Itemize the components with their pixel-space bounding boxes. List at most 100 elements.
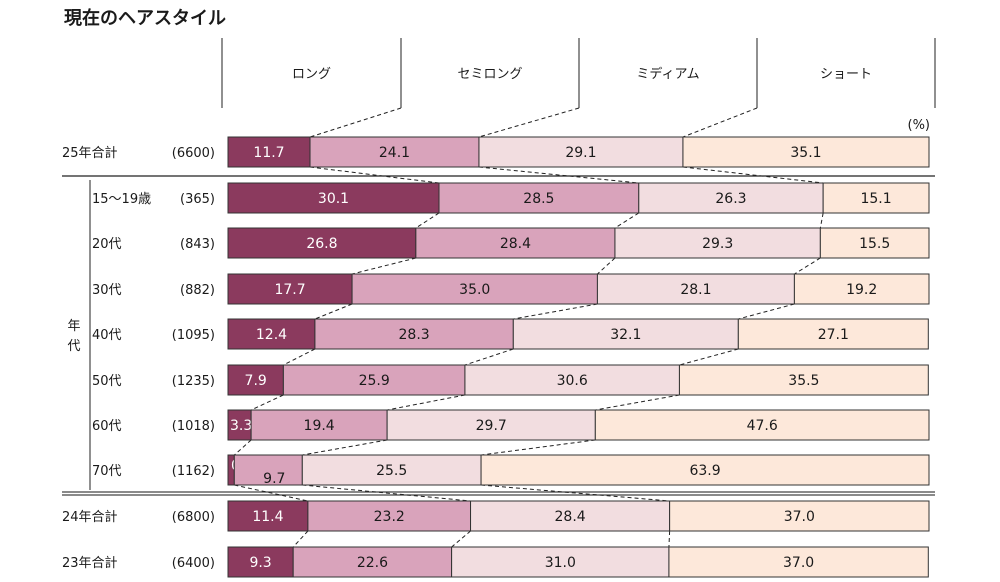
data-label: 37.0 [784, 509, 815, 525]
bar-segment-0 [227, 182, 440, 214]
bar-segment-3 [819, 227, 930, 259]
bar-segment-3 [678, 364, 929, 396]
row-sample-size: (1162) [172, 464, 215, 479]
bar-segment-3 [793, 273, 930, 305]
bar-segment-1 [314, 318, 514, 350]
data-label: 19.4 [304, 418, 335, 434]
data-label: 28.3 [399, 327, 430, 343]
row-connector [480, 439, 596, 456]
data-label: 7.9 [245, 373, 267, 389]
data-label: 47.6 [747, 418, 778, 434]
bar-segment-3 [737, 318, 929, 350]
bar-segment-0 [227, 136, 311, 168]
bar-segment-1 [250, 409, 388, 441]
row-sample-size: (882) [180, 283, 215, 298]
data-label: 11.7 [253, 145, 284, 161]
unit-label: (%) [908, 118, 931, 133]
bar-segment-0 [227, 500, 309, 532]
row-sample-size: (6600) [172, 146, 215, 161]
row-connector [794, 257, 821, 275]
data-label: 25.5 [376, 463, 407, 479]
data-label: 37.0 [783, 555, 814, 571]
bar-segment-3 [480, 454, 930, 486]
row-label: 20代 [92, 237, 122, 252]
row-sample-size: (1095) [172, 328, 215, 343]
legend-label-2: ミディアム [636, 66, 699, 82]
row-sample-size: (6800) [172, 510, 215, 525]
legend-label-0: ロング [292, 67, 331, 82]
bar-segment-3 [668, 546, 929, 578]
row-connector [451, 530, 471, 548]
row-connector [283, 348, 316, 366]
row-connector [314, 303, 353, 320]
row-sample-size: (1235) [172, 374, 215, 389]
row-connector [595, 394, 680, 411]
bar-segment-2 [596, 273, 795, 305]
group-label-char: 年 [67, 319, 80, 334]
data-label: 35.5 [788, 373, 819, 389]
legend-label-3: ショート [820, 67, 872, 82]
data-label: 35.0 [459, 282, 490, 298]
data-label: 28.4 [500, 236, 531, 252]
bar-segment-1 [351, 273, 598, 305]
row-connector [597, 257, 616, 275]
data-label: 12.4 [256, 327, 287, 343]
row-connector [233, 439, 252, 456]
bar-segment-1 [438, 182, 640, 214]
data-label: 3.3 [230, 418, 252, 434]
data-label: 28.1 [680, 282, 711, 298]
row-label: 15〜19歳 [92, 192, 151, 207]
row-label: 60代 [92, 419, 122, 434]
data-label: 28.4 [555, 509, 586, 525]
row-connector [302, 484, 471, 502]
row-label: 30代 [92, 283, 122, 298]
row-connector [513, 303, 598, 320]
data-label: 29.3 [702, 236, 733, 252]
data-label: 15.5 [859, 236, 890, 252]
data-label: 23.2 [374, 509, 405, 525]
bar-segment-1 [309, 136, 480, 168]
group-label-char: 代 [67, 339, 80, 354]
data-label: 27.1 [818, 327, 849, 343]
data-label: 15.1 [860, 191, 891, 207]
data-label: 19.2 [846, 282, 877, 298]
row-label: 70代 [92, 464, 122, 479]
bar-segment-0 [227, 546, 294, 578]
bar-segment-3 [594, 409, 930, 441]
legend-label-1: セミロング [457, 67, 522, 82]
row-sample-size: (365) [180, 192, 215, 207]
legend-connector [309, 107, 402, 138]
row-label: 50代 [92, 374, 122, 389]
data-label: 9.3 [249, 555, 271, 571]
data-label: 9.7 [263, 471, 285, 487]
bar-segment-2 [470, 500, 671, 532]
bar-segment-2 [451, 546, 670, 578]
legend-connector [478, 107, 580, 138]
chart-title: 現在のヘアスタイル [64, 8, 226, 29]
bar-segment-0 [227, 227, 417, 259]
row-connector [292, 530, 309, 548]
bar-segment-1 [292, 546, 453, 578]
row-connector [234, 484, 309, 502]
bar-segment-2 [638, 182, 824, 214]
bar-segment-1 [282, 364, 466, 396]
row-connector [478, 166, 639, 184]
bar-segment-3 [669, 500, 930, 532]
bar-segment-2 [301, 454, 482, 486]
row-connector [302, 439, 388, 456]
row-connector [682, 166, 824, 184]
bar-segment-3 [682, 136, 930, 168]
data-label: 22.6 [357, 555, 388, 571]
data-label: 63.9 [689, 463, 720, 479]
row-connector [819, 212, 824, 229]
row-label: 25年合計 [62, 145, 118, 161]
data-label: 30.6 [557, 373, 588, 389]
data-label: 35.1 [790, 145, 821, 161]
row-connector [415, 212, 440, 229]
row-connector [614, 212, 640, 229]
data-label: 25.9 [359, 373, 390, 389]
row-connector [738, 303, 795, 320]
row-label: 40代 [92, 328, 122, 343]
data-label: 26.8 [306, 236, 337, 252]
